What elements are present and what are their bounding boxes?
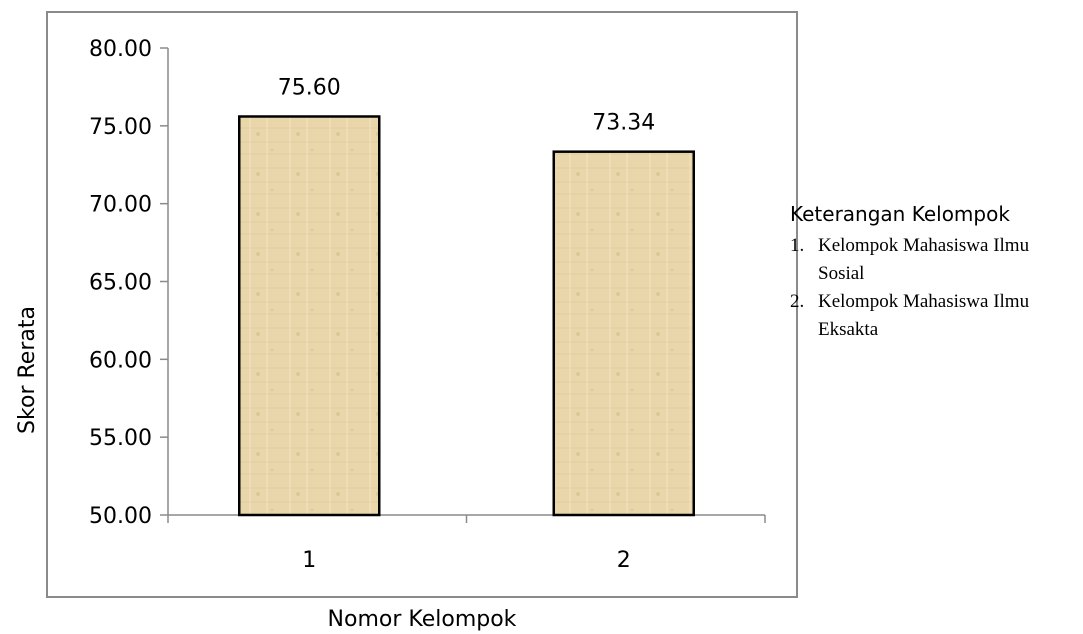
x-tick-label-1: 1 [302, 548, 316, 573]
bars [238, 115, 695, 517]
legend-item-text: Kelompok Mahasiswa Ilmu Eksakta [818, 291, 1030, 340]
legend-item: 2. Kelompok Mahasiswa Ilmu Eksakta [790, 288, 1080, 344]
legend-item-number: 2. [790, 291, 805, 312]
y-tick-label: 80.00 [89, 37, 152, 62]
data-label-1: 75.60 [278, 75, 341, 100]
data-label-2: 73.34 [592, 111, 655, 136]
legend: Keterangan Kelompok 1. Kelompok Mahasisw… [790, 200, 1080, 344]
x-tick-label-2: 2 [617, 548, 631, 573]
y-tick-label: 60.00 [89, 348, 152, 373]
axes: 50.00 55.00 60.00 65.00 70.00 75.00 80.00 [89, 37, 766, 529]
legend-item-number: 1. [790, 235, 805, 256]
y-tick-label: 55.00 [89, 426, 152, 451]
y-tick-label: 70.00 [89, 193, 152, 218]
bar-2 [552, 150, 695, 517]
x-axis-title: Nomor Kelompok [328, 607, 517, 632]
y-axis-title: Skor Rerata [15, 306, 40, 434]
legend-item-text: Kelompok Mahasiswa Ilmu Sosial [818, 235, 1030, 284]
legend-item: 1. Kelompok Mahasiswa Ilmu Sosial [790, 232, 1080, 288]
legend-title: Keterangan Kelompok [790, 202, 1010, 226]
y-tick-label: 65.00 [89, 271, 152, 296]
legend-list: 1. Kelompok Mahasiswa Ilmu Sosial 2. Kel… [790, 232, 1080, 344]
bar-1 [238, 115, 381, 517]
y-tick-label: 75.00 [89, 115, 152, 140]
labels: 75.60 1 73.34 2 [278, 75, 655, 573]
y-tick-label: 50.00 [89, 504, 152, 529]
